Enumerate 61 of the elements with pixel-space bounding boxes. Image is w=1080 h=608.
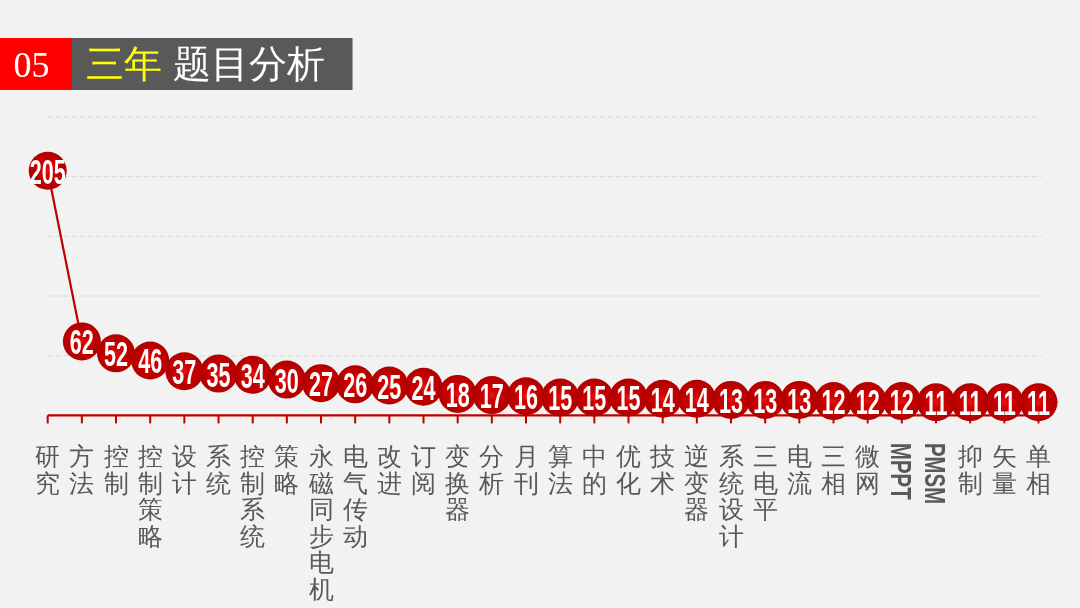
x-tick-label: 算法: [547, 442, 573, 497]
data-label: 13: [753, 380, 778, 421]
data-label: 27: [309, 363, 334, 404]
data-label: 15: [616, 377, 641, 418]
data-label: 15: [548, 377, 573, 418]
data-label: 37: [172, 351, 197, 392]
x-tick-label: PMSM: [919, 443, 953, 505]
data-label: 34: [240, 355, 266, 396]
data-label: 12: [821, 381, 846, 422]
data-label: 18: [445, 374, 470, 415]
x-tick-label: 控制: [103, 442, 129, 497]
x-tick-label: 矢量: [991, 442, 1017, 497]
data-label: 30: [274, 359, 299, 400]
x-tick-label: 方法: [69, 442, 95, 497]
data-label: 11: [992, 382, 1016, 423]
x-tick-label: 抑制: [957, 442, 983, 497]
x-tick-label: 永磁同步电机: [307, 442, 334, 603]
x-tick-label: 控制系统: [240, 442, 266, 550]
x-tick-label: 中的: [581, 442, 607, 497]
x-tick-label: 优化: [616, 442, 642, 497]
x-tick-label: 订阅: [411, 442, 437, 497]
data-label: 12: [855, 381, 880, 422]
x-tick-label: MPPT: [885, 443, 918, 500]
data-label: 12: [889, 381, 914, 422]
data-label: 35: [206, 353, 231, 394]
data-label: 13: [787, 380, 812, 421]
data-label: 11: [924, 382, 948, 423]
data-label: 205: [29, 150, 66, 191]
x-tick-label: 策略: [274, 442, 300, 497]
data-label: 17: [479, 375, 504, 416]
x-tick-label: 分析: [478, 442, 505, 497]
x-tick-label: 改进: [376, 442, 402, 497]
data-label: 46: [138, 340, 163, 381]
x-tick-label: 三相: [821, 442, 847, 497]
data-label: 52: [104, 333, 129, 374]
data-label: 62: [69, 321, 94, 362]
x-tick-label: 设计: [171, 442, 197, 497]
x-tick-label: 微网: [855, 442, 881, 497]
x-tick-label: 研究: [35, 442, 61, 497]
data-label: 13: [719, 380, 744, 421]
x-tick-label: 变换器: [445, 442, 471, 523]
x-tick-label: 三电平: [752, 442, 778, 523]
data-label: 26: [343, 364, 368, 405]
x-tick-label: 逆变器: [684, 442, 710, 523]
data-label: 11: [1027, 382, 1050, 423]
data-label: 11: [958, 382, 982, 423]
x-tick-label: 系统设计: [718, 442, 744, 550]
x-tick-label: 电气传动: [342, 442, 368, 550]
data-label: 24: [411, 366, 436, 407]
data-label: 25: [377, 365, 402, 406]
data-label: 16: [514, 376, 539, 417]
x-tick-label: 电流: [786, 442, 812, 497]
x-tick-label: 系统: [206, 442, 232, 497]
data-label: 14: [684, 378, 710, 419]
data-label: 15: [582, 377, 607, 418]
x-tick-label: 月刊: [513, 442, 539, 497]
x-tick-label: 控制策略: [137, 442, 163, 550]
data-label: 14: [650, 378, 676, 419]
x-tick-label: 技术: [649, 442, 676, 497]
chart-title: 05 三年 题目分析: [13, 43, 325, 85]
x-tick-label: 单相: [1026, 442, 1051, 497]
